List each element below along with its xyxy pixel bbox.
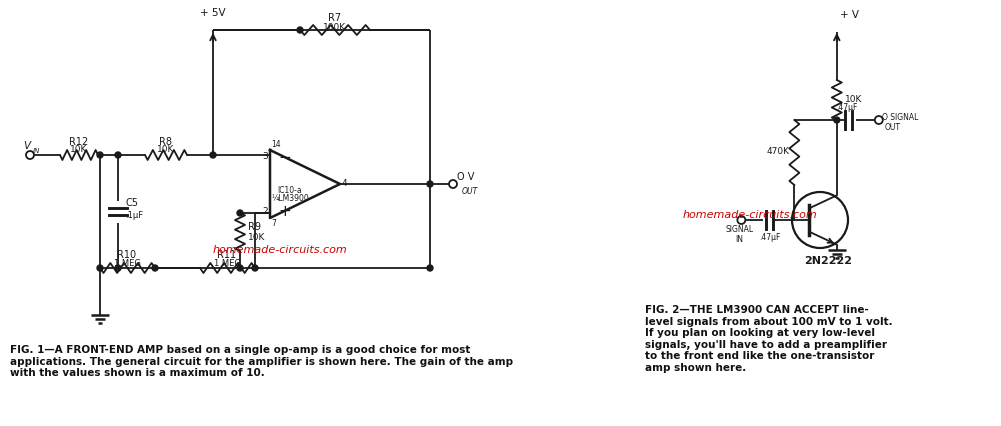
Circle shape (115, 152, 121, 158)
Circle shape (449, 180, 457, 188)
Circle shape (297, 27, 303, 33)
Text: FIG. 2—THE LM3900 CAN ACCEPT line-
level signals from about 100 mV to 1 volt.
If: FIG. 2—THE LM3900 CAN ACCEPT line- level… (645, 305, 893, 373)
Circle shape (26, 151, 34, 159)
Circle shape (427, 181, 433, 187)
Text: 2: 2 (262, 207, 268, 216)
Circle shape (115, 265, 121, 271)
Text: ¼LM3900: ¼LM3900 (271, 194, 309, 203)
Text: 14: 14 (271, 140, 280, 149)
Text: homemade-circuits.com: homemade-circuits.com (683, 210, 818, 220)
Text: .1μF: .1μF (125, 211, 143, 220)
Circle shape (427, 265, 433, 271)
Text: O SIGNAL: O SIGNAL (882, 112, 918, 121)
Text: 1 MEG: 1 MEG (113, 259, 140, 268)
Text: OUT: OUT (885, 123, 901, 132)
Text: FIG. 1—A FRONT-END AMP based on a single op-amp is a good choice for most
applic: FIG. 1—A FRONT-END AMP based on a single… (10, 345, 514, 378)
Text: IC10-a: IC10-a (277, 186, 302, 195)
Text: 10K: 10K (70, 146, 88, 155)
Text: O V: O V (457, 172, 474, 182)
Circle shape (875, 116, 883, 124)
Text: V: V (23, 141, 31, 151)
Text: R7: R7 (328, 13, 341, 23)
Circle shape (738, 216, 746, 224)
Circle shape (97, 265, 103, 271)
Circle shape (834, 117, 840, 123)
Circle shape (252, 265, 258, 271)
Text: −: − (278, 150, 290, 164)
Text: 2N2222: 2N2222 (804, 256, 852, 266)
Text: .47μF: .47μF (759, 233, 780, 242)
Text: R12: R12 (69, 137, 89, 147)
Text: R11: R11 (217, 250, 236, 260)
Text: IN: IN (33, 148, 40, 154)
Text: R9: R9 (248, 222, 261, 232)
Circle shape (237, 265, 243, 271)
Text: 10K: 10K (248, 233, 265, 242)
Text: +: + (278, 204, 290, 219)
Text: 1 MEG: 1 MEG (213, 259, 240, 268)
Text: R10: R10 (117, 250, 136, 260)
Circle shape (237, 210, 243, 216)
Circle shape (97, 152, 103, 158)
Text: R8: R8 (159, 137, 172, 147)
Text: 470K: 470K (767, 147, 790, 156)
Circle shape (210, 152, 216, 158)
Text: IN: IN (736, 235, 744, 244)
Text: 10K: 10K (157, 146, 175, 155)
Text: SIGNAL: SIGNAL (726, 225, 754, 234)
Text: .47μF: .47μF (836, 103, 858, 112)
Text: + V: + V (840, 10, 859, 20)
Text: 10K: 10K (845, 95, 862, 104)
Text: 3: 3 (262, 152, 268, 161)
Text: 4: 4 (342, 178, 347, 187)
Text: C5: C5 (125, 199, 138, 208)
Circle shape (152, 265, 158, 271)
Text: 100K: 100K (323, 23, 346, 32)
Text: + 5V: + 5V (200, 8, 226, 18)
Text: 7: 7 (271, 219, 276, 228)
Text: homemade-circuits.com: homemade-circuits.com (212, 245, 347, 255)
Text: OUT: OUT (462, 187, 478, 196)
